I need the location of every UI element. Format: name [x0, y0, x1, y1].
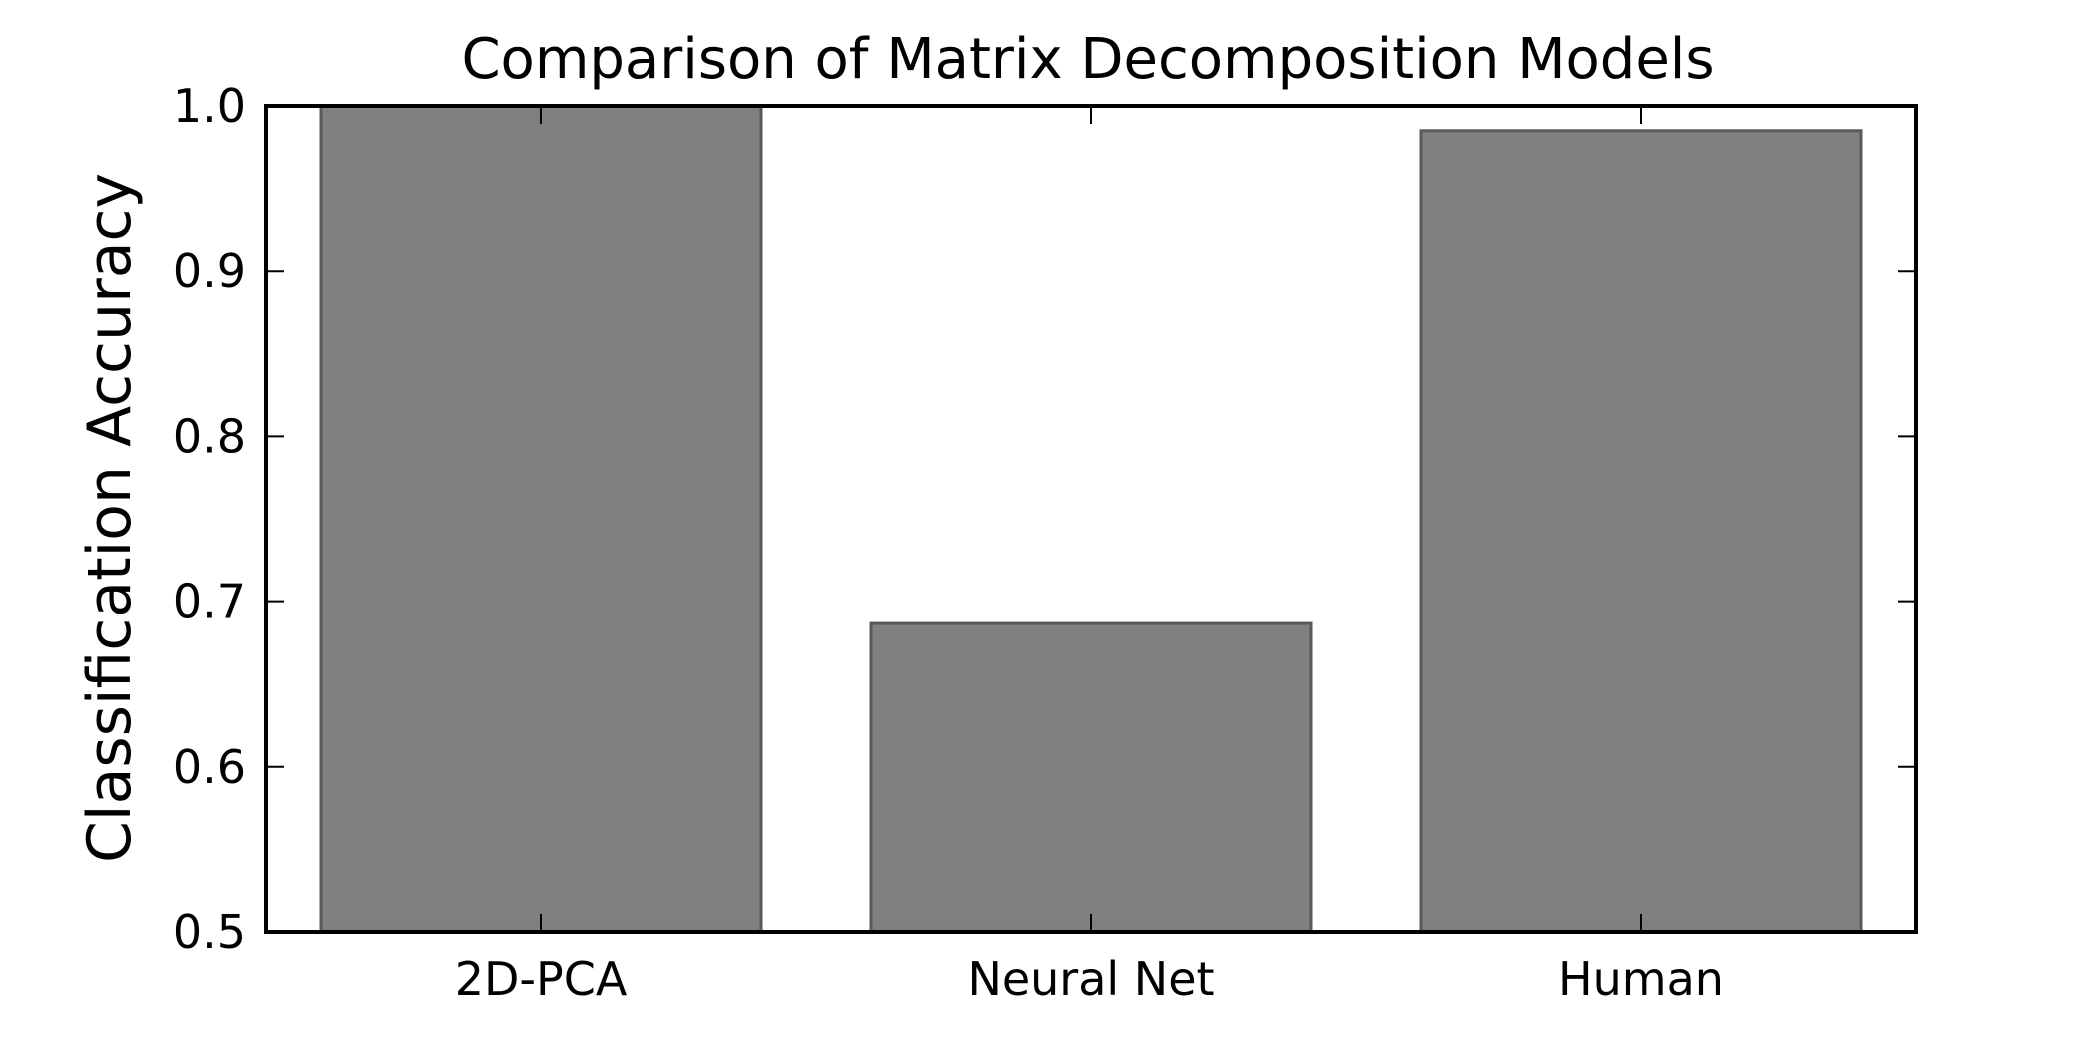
x-tick-label: 2D-PCA [455, 952, 628, 1006]
chart-title: Comparison of Matrix Decomposition Model… [461, 27, 1714, 92]
y-axis-label: Classification Accuracy [75, 173, 145, 863]
ticks-group: 2D-PCA Neural Net Human 0.5 0.6 0.7 0.8 0.9 1.0 [173, 79, 1916, 1006]
y-tick-label: 0.5 [173, 905, 246, 959]
bar-human [1419, 129, 1863, 934]
bar-neural-net [869, 621, 1313, 934]
bar-2d-pca [319, 104, 763, 934]
x-tick-label: Human [1558, 952, 1724, 1006]
y-tick-label: 0.8 [173, 409, 246, 463]
x-tick-label: Neural Net [967, 952, 1214, 1006]
y-tick-label: 1.0 [173, 79, 246, 133]
bars-group [319, 104, 1863, 934]
plot-frame [264, 104, 1918, 934]
y-tick-label: 0.6 [173, 740, 246, 794]
y-tick-label: 0.7 [173, 575, 246, 629]
y-tick-label: 0.9 [173, 244, 246, 298]
